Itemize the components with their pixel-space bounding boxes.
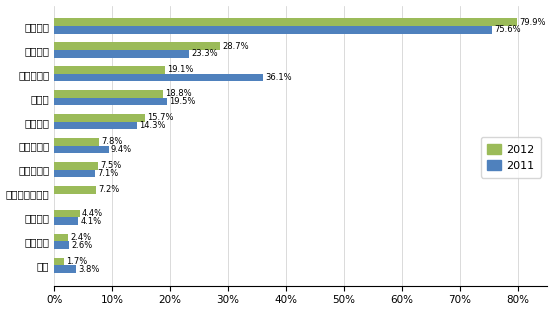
Bar bbox=[54, 169, 95, 177]
Text: 36.1%: 36.1% bbox=[266, 73, 292, 82]
Bar bbox=[54, 265, 76, 273]
Text: 19.5%: 19.5% bbox=[169, 97, 196, 106]
Bar bbox=[54, 217, 78, 225]
Bar bbox=[54, 122, 137, 129]
Bar bbox=[54, 138, 99, 146]
Text: 18.8%: 18.8% bbox=[165, 90, 192, 99]
Bar bbox=[54, 241, 69, 249]
Text: 4.1%: 4.1% bbox=[80, 217, 102, 226]
Text: 19.1%: 19.1% bbox=[167, 66, 194, 75]
Text: 79.9%: 79.9% bbox=[519, 18, 546, 27]
Text: 14.3%: 14.3% bbox=[139, 121, 166, 130]
Bar bbox=[54, 98, 167, 105]
Text: 7.8%: 7.8% bbox=[102, 137, 123, 146]
Bar bbox=[54, 162, 98, 169]
Text: 4.4%: 4.4% bbox=[82, 209, 103, 218]
Bar bbox=[54, 234, 68, 241]
Text: 2.6%: 2.6% bbox=[72, 241, 93, 250]
Text: 75.6%: 75.6% bbox=[495, 25, 521, 34]
Legend: 2012, 2011: 2012, 2011 bbox=[481, 137, 541, 178]
Bar bbox=[54, 66, 165, 74]
Bar bbox=[54, 74, 264, 81]
Bar bbox=[54, 90, 163, 98]
Text: 28.7%: 28.7% bbox=[223, 42, 249, 51]
Bar bbox=[54, 258, 64, 265]
Text: 7.1%: 7.1% bbox=[98, 169, 119, 178]
Text: 3.8%: 3.8% bbox=[78, 265, 100, 274]
Text: 7.5%: 7.5% bbox=[100, 161, 121, 170]
Bar bbox=[54, 18, 517, 26]
Bar bbox=[54, 42, 220, 50]
Text: 15.7%: 15.7% bbox=[148, 114, 174, 122]
Bar bbox=[54, 50, 189, 58]
Bar bbox=[54, 114, 145, 122]
Text: 2.4%: 2.4% bbox=[70, 233, 92, 242]
Text: 9.4%: 9.4% bbox=[111, 145, 132, 154]
Bar bbox=[54, 186, 96, 193]
Bar bbox=[54, 210, 80, 217]
Bar bbox=[54, 26, 492, 34]
Text: 7.2%: 7.2% bbox=[98, 185, 119, 194]
Text: 1.7%: 1.7% bbox=[67, 257, 88, 266]
Text: 23.3%: 23.3% bbox=[191, 49, 218, 58]
Bar bbox=[54, 146, 109, 153]
